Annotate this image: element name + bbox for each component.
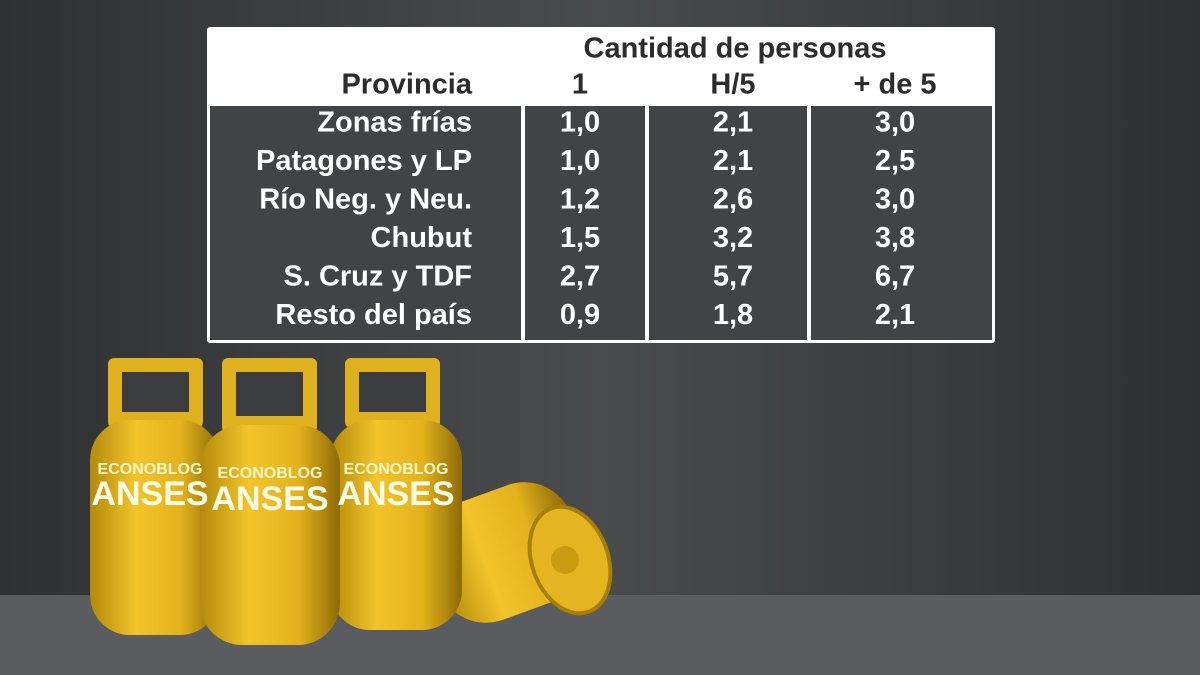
cell: 0,9 — [560, 299, 600, 331]
cell: 2,5 — [875, 145, 915, 177]
cylinder — [330, 358, 462, 630]
cell: 2,1 — [713, 107, 753, 139]
column-header: + de 5 — [853, 69, 936, 101]
cell: 2,6 — [713, 184, 753, 216]
cylinder-brand: ECONOBLOG — [344, 461, 449, 478]
table: Cantidad de personas Provincia 1 H/5 + de 5… — [207, 27, 995, 343]
row-label: Resto del país — [275, 299, 472, 331]
cell: 1,2 — [560, 184, 600, 216]
cylinder — [200, 358, 340, 645]
row-label: Zonas frías — [317, 107, 472, 139]
cell: 6,7 — [875, 261, 915, 293]
column-header: Provincia — [341, 69, 472, 101]
cell: 1,5 — [560, 222, 600, 254]
cell: 1,0 — [560, 145, 600, 177]
column-header: 1 — [572, 69, 588, 101]
row-label: Chubut — [371, 222, 473, 254]
column-divider — [521, 103, 525, 343]
row-label: Río Neg. y Neu. — [259, 184, 472, 216]
row-label: Patagones y LP — [256, 145, 472, 177]
column-divider — [807, 103, 811, 343]
column-divider — [645, 103, 649, 343]
cell: 3,0 — [875, 184, 915, 216]
cell: 1,8 — [713, 299, 753, 331]
cell: 2,1 — [875, 299, 915, 331]
cell: 1,0 — [560, 107, 600, 139]
cell: 5,7 — [713, 261, 753, 293]
cell: 3,8 — [875, 222, 915, 254]
cylinder-brand: ECONOBLOG — [98, 461, 203, 478]
cylinder-name: ANSES — [91, 475, 208, 513]
cell: 2,1 — [713, 145, 753, 177]
lying-cylinder — [427, 482, 613, 623]
cylinder-name: ANSES — [337, 475, 454, 513]
column-header: H/5 — [710, 69, 755, 101]
cylinder — [90, 358, 220, 635]
cell: 3,2 — [713, 222, 753, 254]
cylinder-brand: ECONOBLOG — [218, 465, 323, 482]
cell: 2,7 — [560, 261, 600, 293]
row-label: S. Cruz y TDF — [283, 261, 472, 293]
table-body — [210, 106, 992, 340]
group-header: Cantidad de personas — [584, 33, 887, 65]
cylinder-name: ANSES — [211, 480, 328, 518]
cell: 3,0 — [875, 107, 915, 139]
